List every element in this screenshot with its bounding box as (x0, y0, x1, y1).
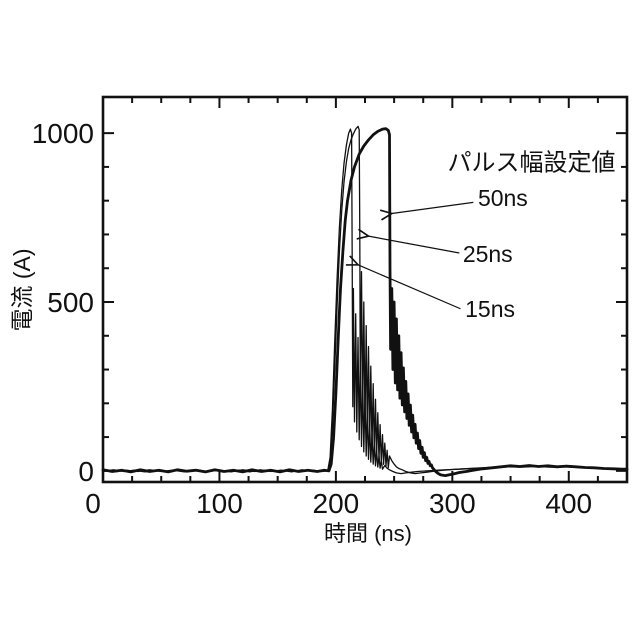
x-tick-label: 400 (545, 488, 592, 519)
y-axis-title: 電流 (A) (9, 248, 35, 331)
annotation-arrow-50ns (392, 201, 474, 213)
annotation-arrow-25ns (368, 236, 460, 254)
x-tick-label: 200 (313, 488, 360, 519)
annotation-label-15ns: 15ns (465, 296, 515, 322)
annotation-label-50ns: 50ns (478, 185, 528, 211)
x-tick-label: 300 (429, 488, 476, 519)
x-tick-label: 0 (85, 488, 101, 519)
series-50ns-line (101, 127, 629, 478)
annotation-label-25ns: 25ns (463, 241, 513, 267)
y-tick-label: 1000 (32, 118, 94, 149)
annotation-title: パルス幅設定値 (448, 149, 616, 176)
y-tick-label: 500 (47, 287, 94, 318)
x-axis-title: 時間 (ns) (324, 521, 412, 546)
annotation-arrow-15ns (358, 265, 461, 310)
series-25ns-line (102, 125, 628, 475)
y-tick-label: 0 (78, 456, 94, 487)
x-tick-label: 100 (196, 488, 243, 519)
